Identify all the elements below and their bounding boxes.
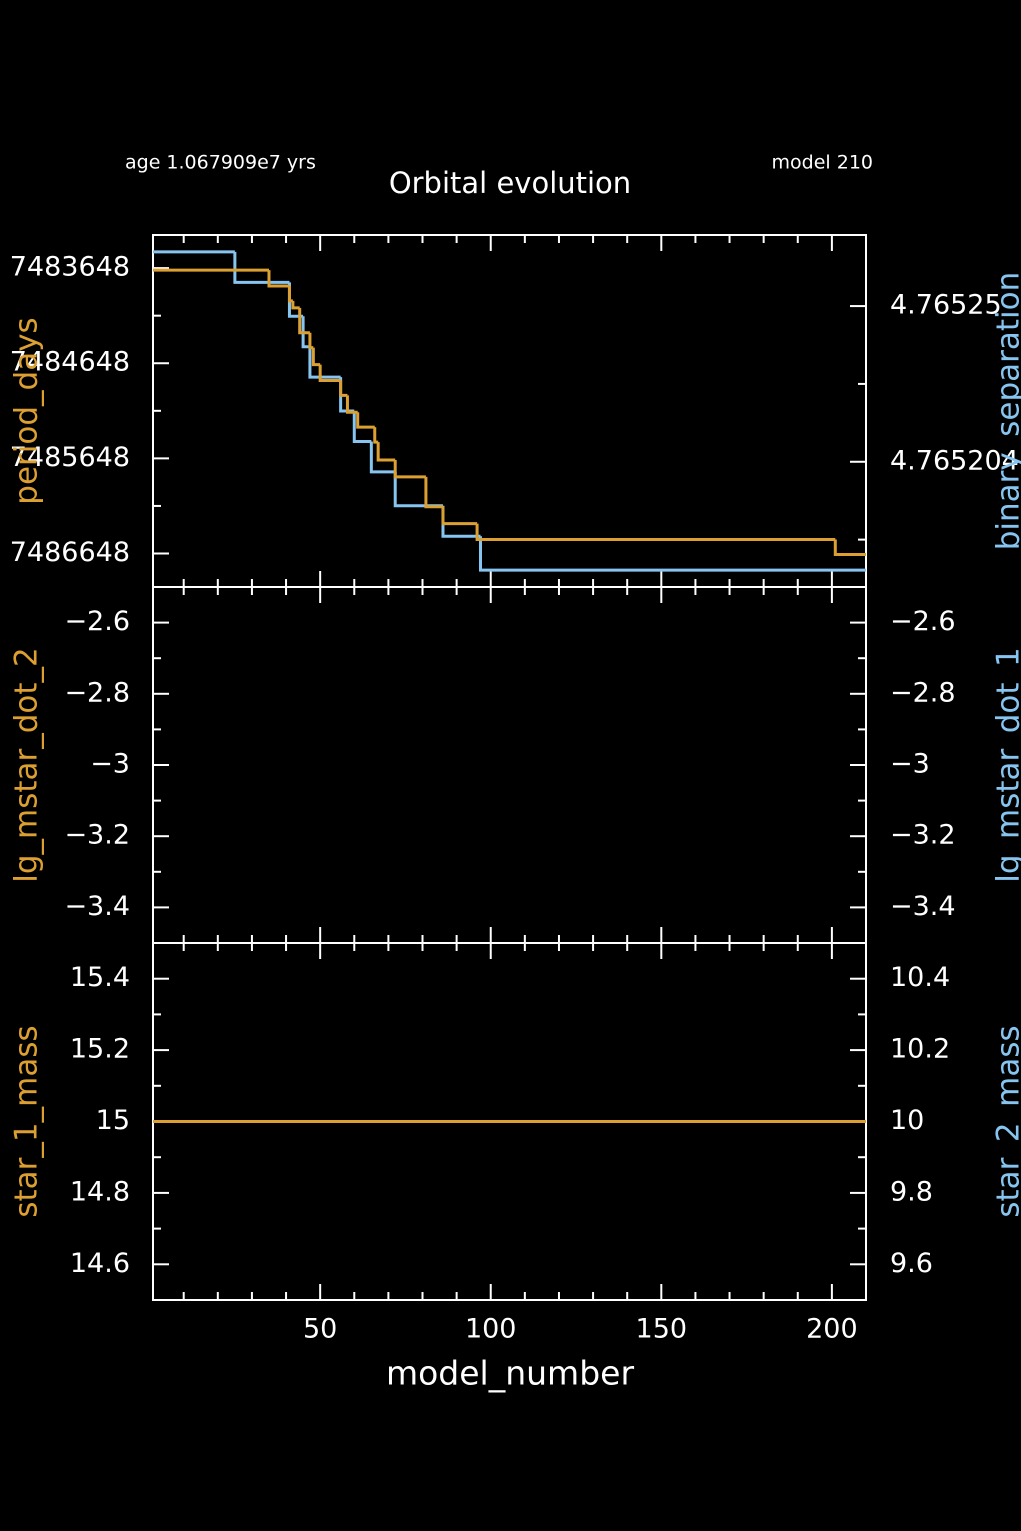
- y2ticks-tick-label: −2.6: [890, 606, 956, 637]
- step-segment: [267, 270, 290, 288]
- y2ticks-tick-label: −3.2: [890, 820, 956, 851]
- step-segment: [479, 536, 866, 572]
- step-segment: [373, 427, 379, 444]
- y2ticks-tick-label: 10.4: [890, 962, 950, 993]
- y2-axis-label: lg_mstar_dot_1: [991, 647, 1021, 883]
- step-segment: [833, 539, 866, 556]
- chart-title: Orbital evolution: [389, 166, 631, 200]
- y2ticks-tick-label: −2.8: [890, 677, 956, 708]
- x-tick-label: 150: [636, 1314, 688, 1345]
- y2ticks-tick-label: −3.4: [890, 891, 956, 922]
- step-segment: [318, 364, 341, 382]
- y2ticks-tick-label: 10: [890, 1105, 924, 1136]
- y2ticks-tick-label: 9.6: [890, 1248, 933, 1279]
- yticks-tick-label: −2.6: [64, 606, 130, 637]
- yticks-tick-label: 7484648: [10, 347, 130, 378]
- step-segment: [311, 347, 321, 367]
- x-tick-label: 100: [465, 1314, 517, 1345]
- y2ticks-tick-label: 4.765204: [890, 445, 1019, 476]
- step-segment: [393, 459, 426, 479]
- yticks-tick-label: 7483648: [10, 252, 130, 283]
- yticks-tick-label: −2.8: [64, 677, 130, 708]
- y-axis-label: lg_mstar_dot_2: [9, 647, 45, 883]
- step-segment: [475, 523, 836, 542]
- step-segment: [352, 411, 372, 443]
- yticks-tick-label: 7486648: [10, 537, 130, 568]
- yticks-tick-label: 7485648: [10, 442, 130, 473]
- step-segment: [441, 506, 478, 526]
- yticks-tick-label: −3: [90, 749, 130, 780]
- yticks-tick-label: 15.2: [70, 1034, 130, 1065]
- yticks-tick-label: 14.8: [70, 1176, 130, 1207]
- step-segment: [233, 251, 290, 284]
- x-tick-label: 50: [303, 1314, 337, 1345]
- step-segment: [308, 346, 341, 379]
- y2-axis-label: binary_separation: [991, 272, 1021, 551]
- yticks-tick-label: −3.2: [64, 820, 130, 851]
- y2ticks-tick-label: 4.76525: [890, 290, 1002, 321]
- y2ticks-tick-label: 9.8: [890, 1176, 933, 1207]
- step-segment: [356, 412, 375, 429]
- y-axis-label: star_1_mass: [9, 1025, 45, 1217]
- step-segment: [339, 380, 348, 397]
- yticks-tick-label: −3.4: [64, 891, 130, 922]
- step-segment: [291, 300, 300, 310]
- yticks-tick-label: 15.4: [70, 962, 130, 993]
- step-segment: [424, 476, 443, 509]
- y2-axis-label: star_2_mass: [991, 1025, 1021, 1217]
- step-segment: [301, 316, 310, 349]
- step-segment: [345, 395, 358, 414]
- x-axis-label: model_number: [386, 1354, 634, 1393]
- y2ticks-tick-label: −3: [890, 749, 930, 780]
- age-label: age 1.067909e7 yrs: [125, 152, 316, 174]
- step-segment: [376, 442, 396, 462]
- model-label: model 210: [772, 152, 873, 174]
- x-tick-label: 200: [806, 1314, 858, 1345]
- y2ticks-tick-label: 10.2: [890, 1034, 950, 1065]
- yticks-tick-label: 15: [96, 1105, 130, 1136]
- y-axis-label: period_days: [9, 317, 45, 504]
- step-segment: [369, 441, 396, 474]
- yticks-tick-label: 14.6: [70, 1248, 130, 1279]
- step-segment: [298, 307, 310, 335]
